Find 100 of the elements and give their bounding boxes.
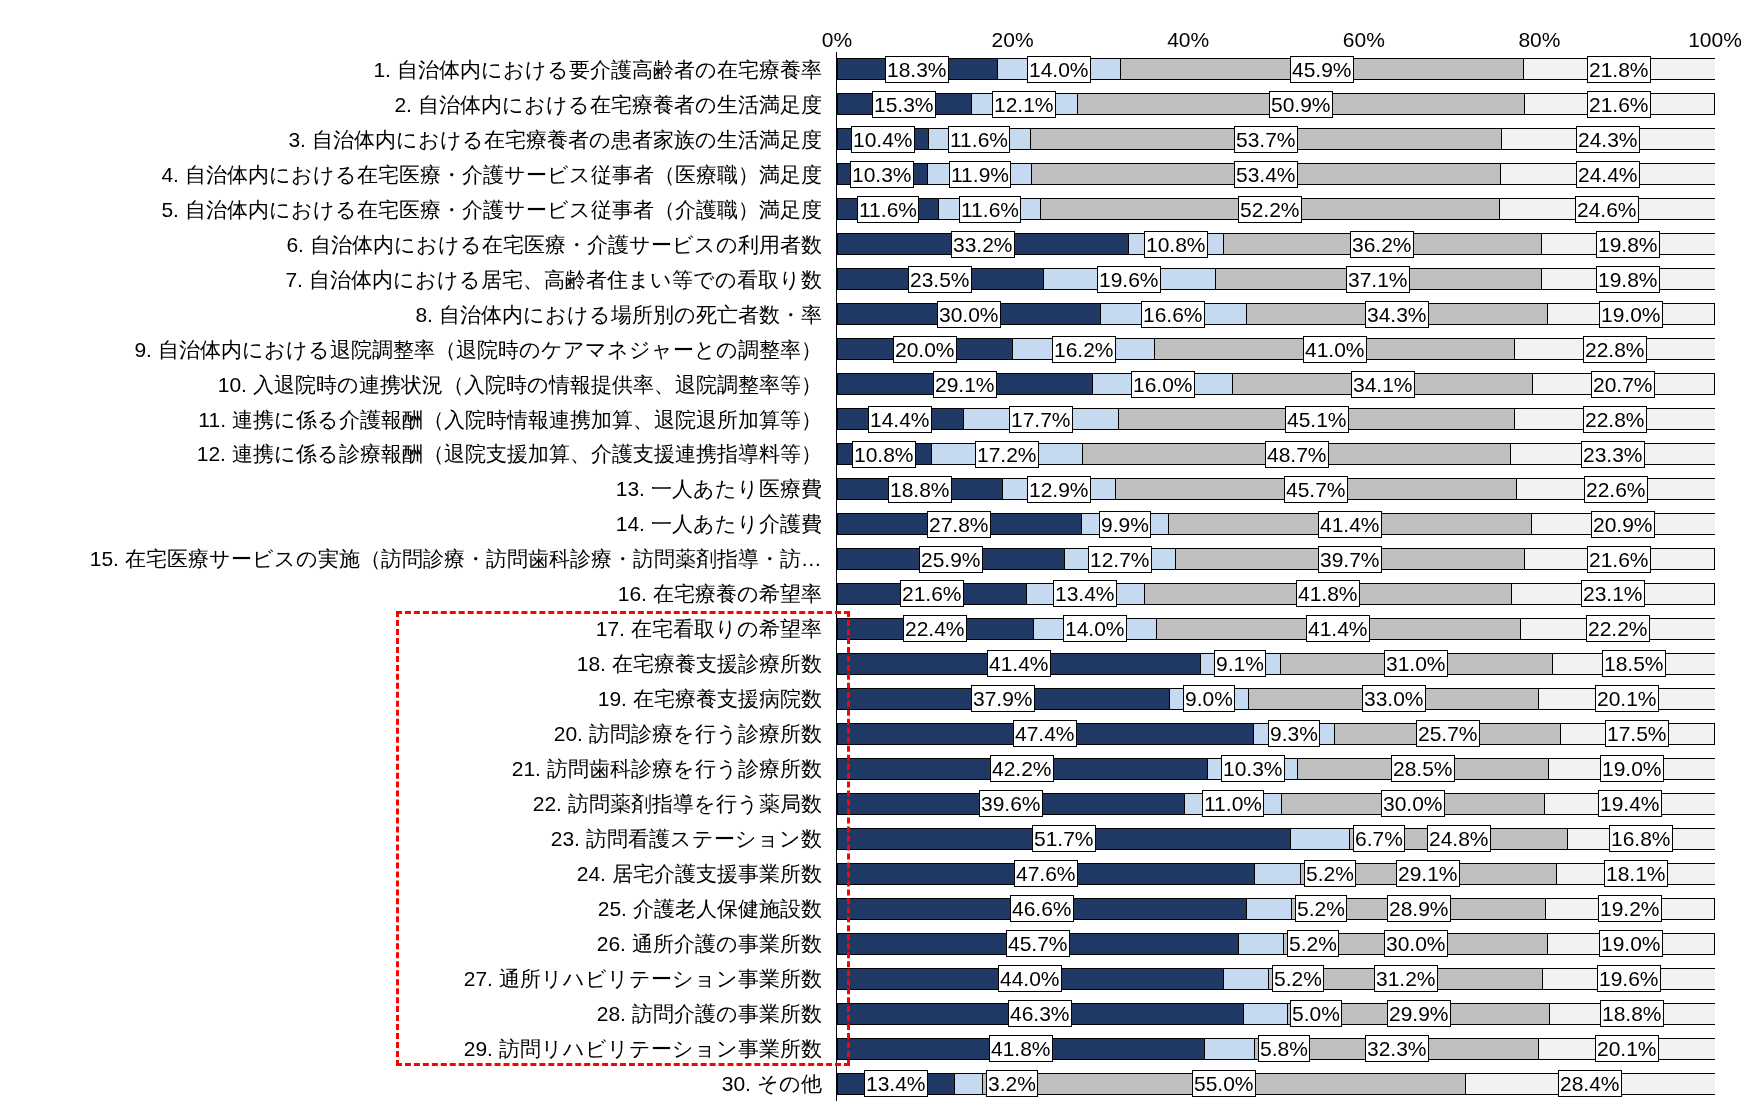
data-label: 42.2% (992, 757, 1052, 780)
y-tick-label: 22. 訪問薬剤指導を行う薬局数 (532, 792, 822, 816)
y-tick-label: 18. 在宅療養支援診療所数 (576, 652, 822, 676)
data-label: 11.6% (859, 198, 917, 221)
data-label: 53.7% (1236, 128, 1296, 151)
x-tick-label: 0% (821, 27, 853, 51)
data-label: 22.6% (1586, 478, 1646, 501)
data-label: 13.4% (866, 1072, 926, 1095)
data-label: 52.2% (1240, 198, 1300, 221)
data-label: 45.9% (1292, 58, 1352, 81)
y-tick-label: 17. 在宅看取りの希望率 (595, 617, 822, 641)
y-tick-label: 16. 在宅療養の希望率 (617, 582, 822, 606)
data-label: 5.0% (1292, 1002, 1340, 1025)
data-label: 45.7% (1008, 932, 1068, 955)
x-tick-label: 100% (1688, 27, 1742, 51)
data-label: 12.1% (994, 93, 1054, 116)
data-label: 16.6% (1143, 303, 1203, 326)
data-label: 5.2% (1289, 932, 1337, 955)
y-tick-label: 20. 訪問診療を行う診療所数 (553, 722, 822, 746)
data-label: 45.7% (1286, 478, 1346, 501)
y-tick-label: 26. 通所介護の事業所数 (596, 932, 822, 955)
data-label: 18.3% (887, 58, 947, 81)
data-label: 33.2% (953, 233, 1013, 256)
x-tick-label: 40% (1167, 27, 1210, 51)
y-tick-label: 1. 自治体内における要介護高齢者の在宅療養率 (373, 57, 822, 81)
x-tick-label: 80% (1518, 27, 1561, 51)
data-label: 9.0% (1185, 687, 1233, 710)
data-label: 41.4% (1320, 513, 1380, 536)
data-label: 50.9% (1271, 93, 1331, 116)
data-label: 23.1% (1583, 582, 1643, 605)
data-label: 30.0% (939, 303, 999, 326)
data-label: 29.9% (1389, 1002, 1449, 1025)
data-label: 41.4% (989, 652, 1049, 675)
data-label: 36.2% (1352, 233, 1412, 256)
data-label: 18.8% (890, 478, 950, 501)
data-label: 16.8% (1611, 827, 1671, 850)
y-tick-label: 3. 自治体内における在宅療養者の患者家族の生活満足度 (288, 127, 822, 151)
y-tick-label: 4. 自治体内における在宅医療・介護サービス従事者（医療職）満足度 (161, 162, 822, 186)
y-tick-label: 10. 入退院時の連携状況（入院時の情報提供率、退院調整率等） (217, 372, 822, 396)
data-label: 5.8% (1260, 1037, 1308, 1060)
data-label: 20.1% (1597, 1037, 1657, 1060)
data-label: 24.6% (1577, 198, 1637, 221)
y-tick-label: 15. 在宅医療サービスの実施（訪問診療・訪問歯科診療・訪問薬剤指導・訪… (89, 547, 822, 571)
data-label: 14.0% (1029, 58, 1089, 81)
data-label: 21.6% (1589, 93, 1649, 116)
data-label: 9.9% (1101, 513, 1149, 536)
data-label: 16.0% (1133, 373, 1193, 396)
y-tick-label: 19. 在宅療養支援病院数 (597, 687, 822, 711)
y-tick-label: 27. 通所リハビリテーション事業所数 (463, 966, 822, 990)
data-label: 19.6% (1099, 268, 1159, 291)
data-label: 28.4% (1560, 1072, 1620, 1095)
data-label: 22.2% (1588, 617, 1648, 640)
data-label: 46.6% (1012, 897, 1072, 920)
data-label: 21.6% (1589, 548, 1649, 571)
data-label: 5.2% (1274, 967, 1322, 990)
data-label: 51.7% (1034, 827, 1094, 850)
data-label: 14.4% (870, 408, 930, 431)
data-label: 19.8% (1598, 268, 1658, 291)
y-tick-label: 7. 自治体内における居宅、高齢者住まい等での看取り数 (285, 267, 822, 291)
data-label: 21.8% (1589, 58, 1649, 81)
data-label: 19.6% (1599, 967, 1659, 990)
data-label: 47.6% (1016, 862, 1076, 885)
y-tick-label: 24. 居宅介護支援事業所数 (576, 862, 822, 886)
y-tick-label: 30. その他 (721, 1071, 822, 1095)
data-label: 20.9% (1593, 513, 1653, 536)
data-label: 10.3% (1223, 757, 1283, 780)
data-label: 21.6% (902, 582, 962, 605)
data-label: 11.6% (961, 198, 1019, 221)
data-label: 19.8% (1598, 233, 1658, 256)
data-label: 10.4% (853, 128, 913, 151)
y-tick-label: 8. 自治体内における場所別の死亡者数・率 (415, 302, 822, 326)
data-label: 30.0% (1386, 932, 1446, 955)
data-label: 48.7% (1267, 443, 1327, 466)
data-label: 16.2% (1054, 338, 1114, 361)
data-label: 14.0% (1065, 617, 1125, 640)
data-label: 3.2% (988, 1072, 1036, 1095)
data-label: 20.1% (1597, 687, 1657, 710)
data-label: 5.2% (1297, 897, 1345, 920)
data-label: 19.0% (1601, 303, 1661, 326)
y-tick-label: 2. 自治体内における在宅療養者の生活満足度 (394, 92, 822, 116)
data-label: 33.0% (1364, 687, 1424, 710)
data-label: 19.4% (1600, 792, 1660, 815)
data-label: 44.0% (1000, 967, 1060, 990)
data-label: 5.2% (1306, 862, 1354, 885)
data-label: 24.4% (1578, 163, 1638, 186)
data-label: 11.0% (1204, 792, 1262, 815)
data-label: 9.1% (1216, 652, 1264, 675)
y-tick-label: 6. 自治体内における在宅医療・介護サービスの利用者数 (286, 232, 822, 256)
data-label: 34.3% (1367, 303, 1427, 326)
data-label: 19.2% (1600, 897, 1660, 920)
data-label: 11.6% (950, 128, 1008, 151)
data-label: 47.4% (1015, 722, 1075, 745)
data-label: 18.5% (1604, 652, 1664, 675)
y-tick-label: 13. 一人あたり医療費 (615, 477, 822, 501)
data-label: 22.8% (1585, 408, 1645, 431)
data-label: 23.3% (1583, 443, 1643, 466)
data-label: 34.1% (1353, 373, 1413, 396)
data-label: 41.8% (1298, 582, 1358, 605)
data-label: 19.0% (1602, 757, 1662, 780)
y-tick-label: 23. 訪問看護ステーション数 (550, 827, 822, 851)
